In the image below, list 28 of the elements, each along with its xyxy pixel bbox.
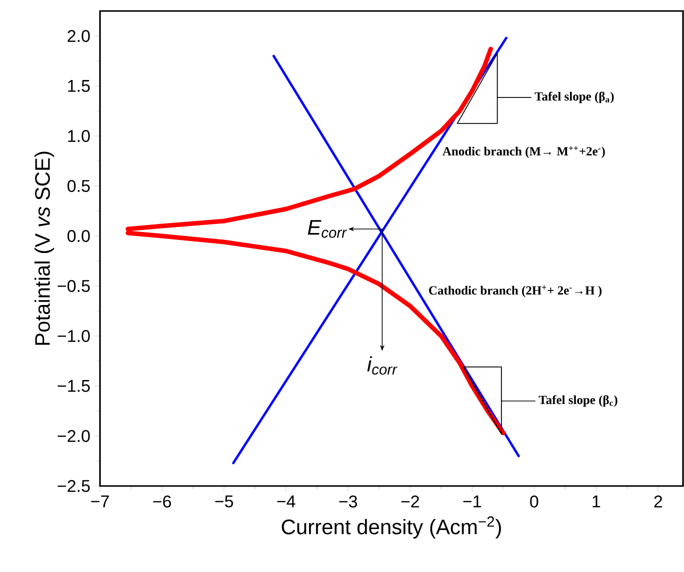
annotation: Anodic branch (M→ M$^{++}$+2e$^{-}$) [442, 146, 605, 158]
y-tick-label: −0.5 [58, 280, 90, 292]
y-tick-label: 0.5 [68, 180, 90, 192]
x-tick-label: −6 [153, 496, 171, 508]
y-tick-label: −2.0 [58, 430, 90, 442]
annotation: E$_{corr}$ [308, 220, 347, 238]
y-tick-label: −2.5 [58, 480, 90, 492]
annotation: i$_{corr}$ [367, 356, 398, 375]
annotation: Tafel slope (β$_{c}$) [538, 395, 618, 407]
x-axis-title: Current density (Acm$^{−2}$) [282, 516, 501, 539]
y-tick-label: 0.0 [68, 230, 90, 242]
y-tick-label: 1.5 [68, 80, 90, 92]
y-axis-title: Potaintial (V vs SCE) [34, 152, 54, 345]
annotation: Cathodic branch (2H$^{+}$+ 2e$^{-}$→H ) [429, 285, 602, 298]
y-tick-label: 1.0 [68, 130, 90, 142]
x-tick-label: −2 [401, 496, 419, 508]
x-tick-label: 1 [592, 496, 600, 508]
x-tick-label: −4 [277, 496, 296, 508]
y-tick-label: −1.5 [58, 380, 90, 392]
x-tick-label: 2 [654, 496, 662, 508]
x-tick-label: 0 [530, 496, 538, 508]
x-tick-label: −5 [215, 496, 234, 508]
y-tick-label: 2.0 [68, 30, 90, 42]
annotation: Tafel slope (β$_{a}$) [534, 92, 614, 104]
x-tick-label: −7 [91, 496, 109, 508]
y-tick-label: −1.0 [58, 330, 90, 342]
x-tick-label: −3 [339, 496, 358, 508]
x-tick-label: −1 [463, 496, 481, 508]
